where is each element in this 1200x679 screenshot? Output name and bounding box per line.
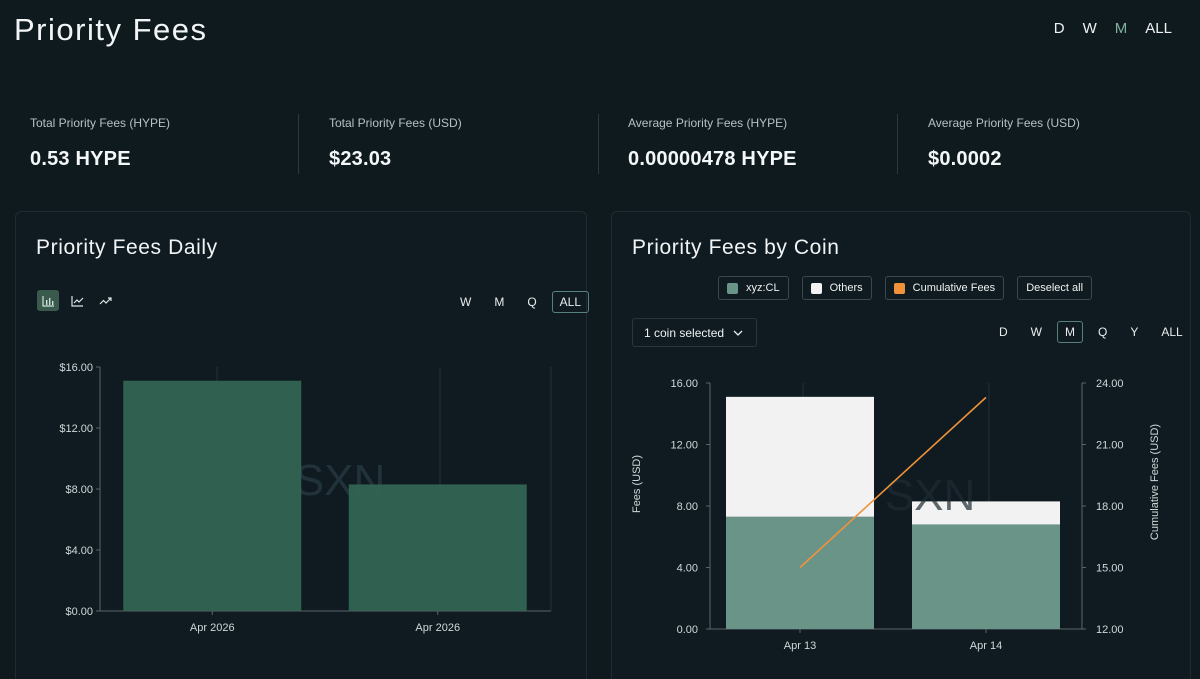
stat-total-usd: Total Priority Fees (USD) $23.03 [329,112,599,176]
coin-period-tabs: D W M Q Y ALL [984,321,1191,343]
stat-divider [598,114,599,174]
bar [123,380,302,611]
range-tab-w[interactable]: W [1082,20,1097,37]
period-tab-q[interactable]: Q [1098,325,1108,339]
stat-label: Average Priority Fees (USD) [928,116,1080,130]
legend-swatch [810,282,822,294]
legend-label: xyz:CL [746,282,780,294]
deselect-all-label: Deselect all [1026,282,1084,294]
stat-total-hype: Total Priority Fees (HYPE) 0.53 HYPE [30,112,300,176]
y-tick-label: $0.00 [65,606,93,618]
bar-chart-icon[interactable] [37,290,59,311]
legend-item-cumulative-fees[interactable]: Cumulative Fees [884,276,1005,300]
legend-label: Others [829,282,863,294]
stat-value: $23.03 [329,148,392,170]
panel-title: Priority Fees Daily [36,236,218,259]
stat-label: Average Priority Fees (HYPE) [628,116,788,130]
line-chart-icon[interactable] [66,290,88,311]
period-tab-m[interactable]: M [1057,321,1083,343]
legend-swatch [893,282,905,294]
trend-chart-icon[interactable] [94,290,116,311]
deselect-all-button[interactable]: Deselect all [1017,276,1093,300]
stat-value: 0.53 HYPE [30,148,131,170]
range-tab-m[interactable]: M [1114,20,1128,37]
daily-period-tabs: W M Q ALL [445,291,590,313]
legend-item-others[interactable]: Others [801,276,872,300]
period-tab-m[interactable]: M [494,295,505,309]
stat-label: Total Priority Fees (USD) [329,116,462,130]
period-tab-y[interactable]: Y [1130,325,1139,339]
stats-row: Total Priority Fees (HYPE) 0.53 HYPE Tot… [0,112,1200,176]
legend-swatch [727,282,738,294]
range-tab-d[interactable]: D [1053,20,1065,37]
bar [348,484,527,611]
legend-item-xyz-cl[interactable]: xyz:CL [718,276,789,300]
stat-value: $0.0002 [928,148,1002,170]
stat-label: Total Priority Fees (HYPE) [30,116,171,130]
stat-divider [298,114,299,174]
period-tab-d[interactable]: D [999,325,1008,339]
period-tab-all[interactable]: ALL [1161,325,1183,339]
period-tab-w[interactable]: W [1030,325,1042,339]
stat-value: 0.00000478 HYPE [628,148,797,170]
stat-divider [897,114,898,174]
panel-title: Priority Fees by Coin [632,236,840,259]
time-range-tabs: D W M ALL [1054,20,1172,37]
y-tick-label: $12.00 [59,423,93,435]
chevron-down-icon [733,330,743,336]
stat-average-usd: Average Priority Fees (USD) $0.0002 [928,112,1198,176]
y-tick-label: $8.00 [65,484,93,496]
period-tab-all[interactable]: ALL [551,291,590,313]
coin-select-dropdown[interactable]: 1 coin selected [632,318,757,347]
stat-average-hype: Average Priority Fees (HYPE) 0.00000478 … [628,112,898,176]
page-title: Priority Fees [14,12,208,47]
coin-legend: xyz:CL Others Cumulative Fees Deselect a… [718,276,1093,300]
period-tab-q[interactable]: Q [527,295,537,309]
x-tick-label: Apr 2026 [190,622,235,634]
y-tick-label: $16.00 [59,362,93,374]
coin-select-label: 1 coin selected [644,325,725,340]
range-tab-all[interactable]: ALL [1145,20,1172,37]
x-tick-label: Apr 2026 [415,622,460,634]
y-tick-label: $4.00 [65,545,93,557]
period-tab-w[interactable]: W [460,295,472,309]
legend-label: Cumulative Fees [912,282,996,294]
